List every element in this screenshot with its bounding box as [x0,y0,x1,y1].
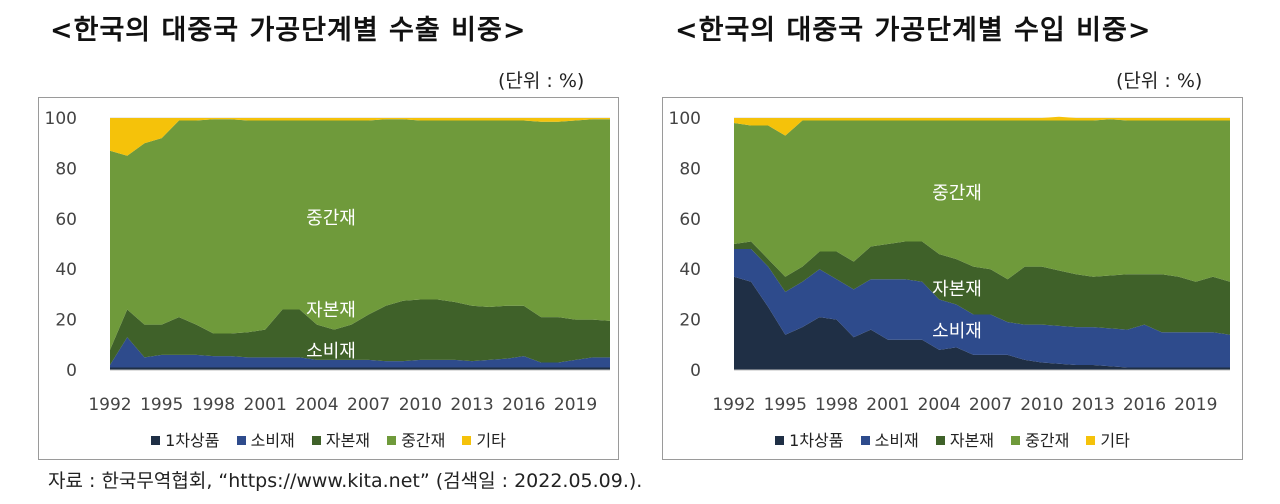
x-tick-label: 1998 [815,395,858,415]
y-tick-label: 0 [66,361,77,381]
import-chart-title: <한국의 대중국 가공단계별 수입 비중> [675,15,1152,46]
y-tick-label: 20 [679,311,701,331]
series-area-consumer [110,337,610,368]
legend-swatch-intermediate [1011,436,1021,445]
legend-label-intermediate: 중간재 [401,431,446,450]
x-tick-label: 2013 [1072,395,1115,415]
series-area-capital [110,299,610,365]
x-tick-label: 2001 [866,395,909,415]
x-tick-label: 2004 [295,395,338,415]
x-tick-label: 2016 [1123,395,1166,415]
area-annotation: 자본재 [932,279,982,300]
series-area-intermediate [734,119,1230,282]
x-tick-label: 1995 [764,395,807,415]
x-tick-label: 2001 [244,395,287,415]
legend-label-primary: 1차상품 [789,431,844,450]
x-tick-label: 2004 [918,395,961,415]
y-tick-label: 80 [55,159,77,179]
legend-label-other: 기타 [1100,431,1130,450]
y-tick-label: 100 [669,109,701,129]
import-chart-frame: 0 20 40 60 80 100 1992 1995 1998 2001 2004 2007 2010… [662,97,1243,460]
x-tick-label: 1995 [140,395,183,415]
export-chart-frame: 0 20 40 60 80 100 1992 1995 1998 2001 2004 2007 2010… [38,97,619,460]
import-legend: 1차상품 소비재 자본재 중간재 기타 [663,427,1242,451]
export-unit-label: (단위 : %) [498,70,585,92]
y-tick-label: 0 [690,361,701,381]
area-annotation: 중간재 [306,208,356,229]
legend-item-capital: 자본재 [935,427,995,451]
export-legend: 1차상품 소비재 자본재 중간재 기타 [39,427,618,451]
series-area-consumer [734,249,1230,368]
legend-item-primary: 1차상품 [151,427,220,451]
legend-label-other: 기타 [476,431,506,450]
series-area-other [734,116,1230,136]
legend-item-capital: 자본재 [311,427,371,451]
x-tick-label: 2010 [1020,395,1063,415]
export-chart: 0 20 40 60 80 100 1992 1995 1998 2001 2004 2007 2010… [45,109,610,415]
legend-swatch-other [1086,436,1096,445]
source-note: 자료 : 한국무역협회, “https://www.kita.net” (검색일… [48,470,643,492]
legend-item-other: 기타 [1086,427,1130,451]
legend-label-intermediate: 중간재 [1025,431,1070,450]
y-tick-label: 60 [679,210,701,230]
legend-swatch-consumer [236,436,246,445]
area-annotation: 중간재 [932,183,982,204]
legend-swatch-primary [151,436,161,445]
legend-swatch-capital [311,436,321,445]
x-tick-label: 2016 [502,395,545,415]
series-area-intermediate [110,119,610,350]
y-tick-label: 40 [679,260,701,280]
x-tick-label: 1992 [712,395,755,415]
legend-swatch-other [462,436,472,445]
legend-item-consumer: 소비재 [860,427,919,451]
legend-item-intermediate: 중간재 [387,427,445,451]
legend-item-intermediate: 중간재 [1011,427,1069,451]
series-area-primary [734,276,1230,370]
y-tick-label: 60 [55,210,77,230]
legend-label-capital: 자본재 [949,431,995,450]
legend-swatch-consumer [860,436,870,445]
x-tick-label: 2019 [1174,395,1217,415]
legend-label-primary: 1차상품 [165,431,220,450]
legend-swatch-capital [935,436,945,445]
export-chart-title: <한국의 대중국 가공단계별 수출 비중> [50,15,527,46]
x-tick-label: 1998 [192,395,235,415]
area-annotation: 소비재 [306,341,356,362]
y-tick-label: 80 [679,159,701,179]
legend-swatch-primary [775,436,785,445]
legend-swatch-intermediate [387,436,397,445]
legend-label-capital: 자본재 [325,431,371,450]
legend-label-consumer: 소비재 [250,431,295,450]
legend-item-other: 기타 [462,427,506,451]
series-area-primary [110,367,610,370]
series-area-capital [734,241,1230,335]
x-tick-label: 2007 [969,395,1012,415]
y-tick-label: 40 [55,260,77,280]
area-annotation: 소비재 [932,321,982,342]
y-tick-label: 100 [45,109,77,129]
x-tick-label: 2019 [554,395,597,415]
import-chart: 0 20 40 60 80 100 1992 1995 1998 2001 2004 2007 2010… [669,109,1230,415]
area-annotation: 자본재 [306,300,356,321]
x-tick-label: 1992 [88,395,131,415]
y-tick-label: 20 [55,311,77,331]
legend-label-consumer: 소비재 [874,431,919,450]
x-tick-label: 2007 [347,395,390,415]
legend-item-primary: 1차상품 [775,427,844,451]
x-tick-label: 2013 [450,395,493,415]
import-unit-label: (단위 : %) [1116,70,1203,92]
legend-item-consumer: 소비재 [236,427,295,451]
series-area-other [110,118,610,156]
x-tick-label: 2010 [399,395,442,415]
